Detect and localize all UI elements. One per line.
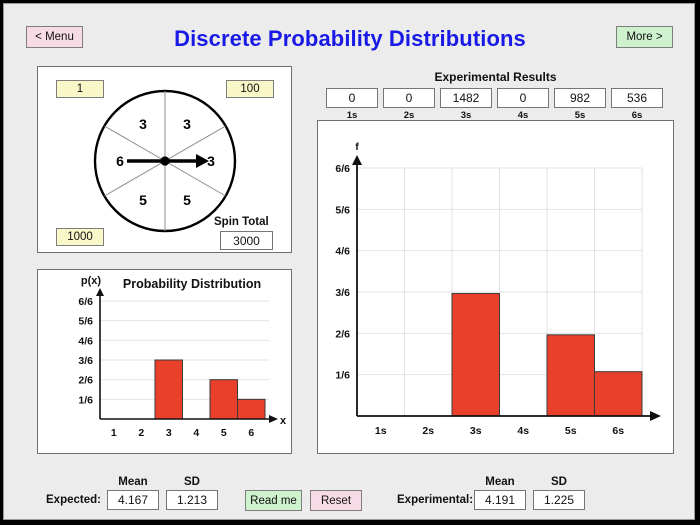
experimental-mean-value: 4.191 <box>474 490 526 510</box>
exp-ytick-1: 2/6 <box>335 328 350 340</box>
result-label-6s: 6s <box>631 110 643 121</box>
experimental-label: Experimental: <box>397 494 474 506</box>
exp-ytick-5: 6/6 <box>335 163 350 175</box>
sector-label-top-right: 3 <box>183 116 191 132</box>
sector-label-left: 6 <box>116 153 124 169</box>
expected-sd-header: SD <box>184 476 200 488</box>
prob-ytick-2: 3/6 <box>78 355 93 367</box>
spin-total-label: Spin Total <box>214 216 269 228</box>
result-label-5s: 5s <box>574 110 586 121</box>
spin-100-button[interactable]: 100 <box>226 80 274 98</box>
prob-y-axis-label: p(x) <box>81 275 102 287</box>
prob-gridlines <box>100 300 269 400</box>
prob-y-tick-labels: 1/6 2/6 3/6 4/6 5/6 6/6 <box>78 296 93 406</box>
prob-ytick-3: 4/6 <box>78 335 93 347</box>
exp-ytick-2: 3/6 <box>335 287 350 299</box>
expected-mean-value: 4.167 <box>107 490 159 510</box>
reset-button[interactable]: Reset <box>310 490 362 511</box>
result-label-4s: 4s <box>517 110 529 121</box>
exp-xtick-3s: 3s <box>470 425 482 437</box>
prob-bar-6 <box>237 398 266 420</box>
exp-y-tick-labels: 1/6 2/6 3/6 4/6 5/6 6/6 <box>335 163 350 382</box>
spinner-wheel[interactable]: 3 3 3 5 5 6 <box>92 88 238 234</box>
probability-distribution-chart: 1/6 2/6 3/6 4/6 5/6 6/6 1 2 3 4 5 6 p(x) x Probabi… <box>78 275 287 439</box>
prob-bars <box>154 359 266 420</box>
experimental-sd-value: 1.225 <box>533 490 585 510</box>
prob-chart-title: Probability Distribution <box>123 277 261 291</box>
result-count-1s: 0 <box>326 88 378 108</box>
experimental-frequency-chart: 1/6 2/6 3/6 4/6 5/6 6/6 1s 2s 3s 4s 5s 6s f <box>335 141 661 437</box>
result-count-5s: 982 <box>554 88 606 108</box>
prob-xtick-1: 1 <box>111 427 117 439</box>
exp-y-axis-label: f <box>355 141 359 153</box>
result-label-2s: 2s <box>403 110 415 121</box>
prob-ytick-4: 5/6 <box>78 316 93 328</box>
exp-x-tick-labels: 1s 2s 3s 4s 5s 6s <box>375 425 624 437</box>
prob-x-tick-labels: 1 2 3 4 5 6 <box>111 427 255 439</box>
application-window: < Menu Discrete Probability Distribution… <box>3 3 695 520</box>
expected-mean-header: Mean <box>118 476 148 488</box>
exp-xtick-1s: 1s <box>375 425 387 437</box>
prob-ytick-5: 6/6 <box>78 296 93 308</box>
prob-xtick-4: 4 <box>193 427 199 439</box>
sector-label-right: 3 <box>207 153 215 169</box>
exp-bars <box>451 292 643 417</box>
exp-xtick-2s: 2s <box>422 425 434 437</box>
spin-total-value: 3000 <box>220 231 273 250</box>
expected-label: Expected: <box>46 494 101 506</box>
sector-label-bottom-left: 5 <box>139 192 147 208</box>
prob-bar-3 <box>154 359 183 420</box>
exp-xtick-4s: 4s <box>517 425 529 437</box>
page-title: Discrete Probability Distributions <box>174 26 526 51</box>
prob-bar-5 <box>209 379 238 420</box>
prob-ytick-1: 2/6 <box>78 375 93 387</box>
prob-x-axis-label: x <box>280 415 287 427</box>
exp-bar-3s <box>451 292 500 417</box>
exp-ytick-4: 5/6 <box>335 204 350 216</box>
exp-bar-5s <box>546 334 595 417</box>
prob-xtick-3: 3 <box>166 427 172 439</box>
exp-ytick-3: 4/6 <box>335 246 350 258</box>
menu-button[interactable]: < Menu <box>26 26 83 48</box>
exp-ytick-0: 1/6 <box>335 370 350 382</box>
result-count-4s: 0 <box>497 88 549 108</box>
experimental-results-title: Experimental Results <box>434 70 557 84</box>
spinner-pointer <box>127 154 209 168</box>
read-me-button[interactable]: Read me <box>245 490 302 511</box>
prob-ytick-0: 1/6 <box>78 394 93 406</box>
prob-xtick-5: 5 <box>221 427 227 439</box>
sector-label-top-left: 3 <box>139 116 147 132</box>
experimental-sd-header: SD <box>551 476 567 488</box>
exp-gridlines <box>357 167 643 416</box>
exp-xtick-6s: 6s <box>612 425 624 437</box>
prob-xtick-6: 6 <box>248 427 254 439</box>
exp-bar-6s <box>594 371 643 417</box>
prob-xtick-2: 2 <box>138 427 144 439</box>
more-button[interactable]: More > <box>616 26 673 48</box>
spin-1000-button[interactable]: 1000 <box>56 228 104 246</box>
sector-label-bottom-right: 5 <box>183 192 191 208</box>
result-count-6s: 536 <box>611 88 663 108</box>
result-count-2s: 0 <box>383 88 435 108</box>
result-label-1s: 1s <box>346 110 358 121</box>
result-count-3s: 1482 <box>440 88 492 108</box>
expected-sd-value: 1.213 <box>166 490 218 510</box>
spin-1-button[interactable]: 1 <box>56 80 104 98</box>
result-label-3s: 3s <box>460 110 472 121</box>
exp-xtick-5s: 5s <box>565 425 577 437</box>
experimental-mean-header: Mean <box>485 476 515 488</box>
